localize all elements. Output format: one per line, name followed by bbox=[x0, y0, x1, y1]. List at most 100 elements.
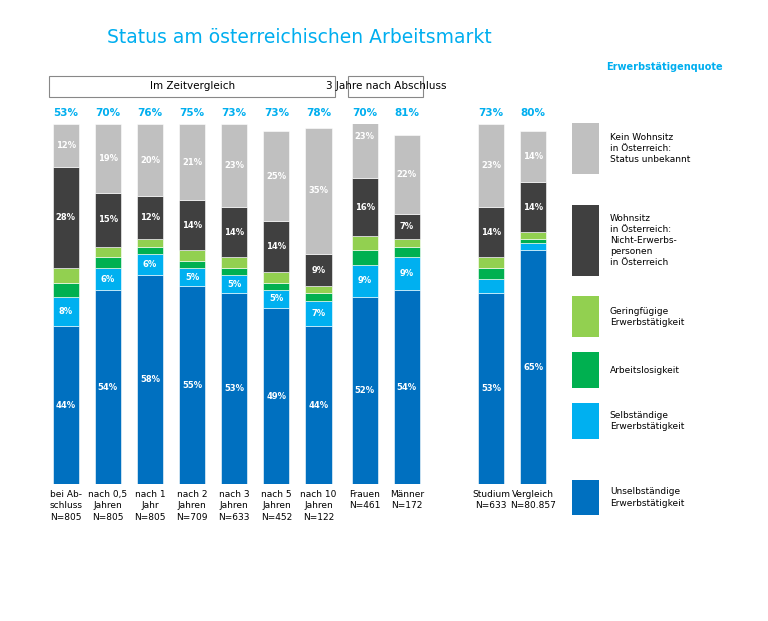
Bar bbox=[478, 294, 505, 484]
Bar bbox=[263, 272, 290, 283]
Bar bbox=[352, 265, 378, 297]
Bar bbox=[53, 326, 79, 484]
Text: Selbständige
Erwerbstätigkeit: Selbständige Erwerbstätigkeit bbox=[610, 411, 684, 431]
Bar bbox=[221, 268, 247, 276]
Bar bbox=[520, 250, 546, 484]
Text: 53%: 53% bbox=[224, 384, 244, 394]
Bar bbox=[394, 135, 420, 214]
Bar bbox=[478, 207, 505, 258]
Bar bbox=[263, 290, 290, 308]
Bar bbox=[478, 268, 505, 279]
Text: 5%: 5% bbox=[185, 273, 199, 282]
Text: 7%: 7% bbox=[311, 309, 326, 318]
Bar bbox=[349, 76, 423, 97]
Text: Status am österreichischen Arbeitsmarkt: Status am österreichischen Arbeitsmarkt bbox=[108, 28, 492, 47]
Text: 49%: 49% bbox=[266, 392, 286, 401]
Bar bbox=[520, 243, 546, 250]
Text: 12%: 12% bbox=[140, 214, 160, 222]
Text: 25%: 25% bbox=[266, 172, 286, 181]
Bar bbox=[572, 403, 598, 439]
Bar bbox=[352, 178, 378, 236]
Text: 9%: 9% bbox=[311, 266, 326, 274]
Text: 12%: 12% bbox=[56, 142, 76, 150]
Text: 5%: 5% bbox=[270, 294, 283, 304]
Text: 75%: 75% bbox=[180, 107, 205, 118]
Bar bbox=[137, 240, 163, 247]
Bar bbox=[53, 268, 79, 283]
Bar bbox=[306, 286, 332, 294]
Bar bbox=[137, 124, 163, 196]
Text: 58%: 58% bbox=[140, 376, 160, 384]
Bar bbox=[137, 196, 163, 240]
Bar bbox=[179, 286, 205, 484]
Bar bbox=[394, 240, 420, 247]
Bar bbox=[221, 294, 247, 484]
Bar bbox=[221, 276, 247, 294]
Bar bbox=[53, 168, 79, 268]
Bar bbox=[394, 214, 420, 240]
Text: Arbeitslosigkeit: Arbeitslosigkeit bbox=[610, 366, 680, 374]
Text: Erwerbstätigenquote: Erwerbstätigenquote bbox=[606, 62, 723, 72]
Text: Kein Wohnsitz
in Österreich:
Status unbekannt: Kein Wohnsitz in Österreich: Status unbe… bbox=[610, 133, 690, 165]
Text: 80%: 80% bbox=[521, 107, 546, 118]
Bar bbox=[478, 124, 505, 207]
Bar bbox=[352, 297, 378, 484]
Text: 70%: 70% bbox=[95, 107, 121, 118]
Bar bbox=[306, 128, 332, 254]
Bar bbox=[53, 124, 79, 168]
Bar bbox=[221, 207, 247, 258]
Bar bbox=[49, 76, 335, 97]
Text: 55%: 55% bbox=[182, 381, 202, 390]
Bar bbox=[179, 250, 205, 261]
Text: 8%: 8% bbox=[58, 307, 73, 316]
Text: 16%: 16% bbox=[355, 202, 375, 212]
Text: Wohnsitz
in Österreich:
Nicht-Erwerbs-
personen
in Österreich: Wohnsitz in Österreich: Nicht-Erwerbs- p… bbox=[610, 214, 677, 267]
Bar bbox=[572, 205, 598, 276]
Text: 19%: 19% bbox=[98, 154, 118, 163]
Text: 5%: 5% bbox=[227, 280, 241, 289]
Bar bbox=[263, 132, 290, 222]
Bar bbox=[394, 258, 420, 290]
Bar bbox=[94, 193, 121, 247]
Bar bbox=[94, 290, 121, 484]
Text: 44%: 44% bbox=[309, 401, 329, 410]
Bar bbox=[263, 222, 290, 272]
Bar bbox=[352, 250, 378, 265]
Text: 14%: 14% bbox=[266, 242, 286, 251]
Text: 76%: 76% bbox=[137, 107, 163, 118]
Text: 73%: 73% bbox=[222, 107, 247, 118]
Bar bbox=[394, 290, 420, 484]
Text: 7%: 7% bbox=[400, 222, 414, 232]
Text: 35%: 35% bbox=[309, 186, 329, 196]
Text: Geringfügige
Erwerbstätigkeit: Geringfügige Erwerbstätigkeit bbox=[610, 307, 684, 327]
Bar bbox=[306, 254, 332, 286]
Text: 9%: 9% bbox=[400, 269, 414, 278]
Text: 53%: 53% bbox=[481, 384, 502, 394]
Bar bbox=[520, 182, 546, 232]
Bar bbox=[263, 283, 290, 290]
Text: 73%: 73% bbox=[478, 107, 504, 118]
Bar bbox=[520, 132, 546, 182]
Bar bbox=[137, 276, 163, 484]
Bar bbox=[572, 296, 598, 337]
Bar bbox=[53, 283, 79, 297]
Text: 23%: 23% bbox=[481, 161, 502, 170]
Bar bbox=[179, 124, 205, 200]
Text: 9%: 9% bbox=[358, 276, 372, 286]
Text: 21%: 21% bbox=[182, 158, 202, 166]
Text: 23%: 23% bbox=[355, 132, 375, 142]
Bar bbox=[520, 240, 546, 243]
Bar bbox=[94, 247, 121, 258]
Text: 3 Jahre nach Abschluss: 3 Jahre nach Abschluss bbox=[326, 81, 446, 91]
Text: 28%: 28% bbox=[56, 214, 76, 222]
Bar bbox=[572, 352, 598, 388]
Text: 14%: 14% bbox=[523, 152, 543, 161]
Bar bbox=[478, 279, 505, 294]
Text: 54%: 54% bbox=[397, 383, 417, 392]
Bar bbox=[306, 301, 332, 326]
Bar bbox=[94, 258, 121, 268]
Text: 22%: 22% bbox=[397, 170, 417, 179]
Bar bbox=[572, 123, 598, 174]
Bar bbox=[352, 96, 378, 178]
Bar bbox=[263, 308, 290, 484]
